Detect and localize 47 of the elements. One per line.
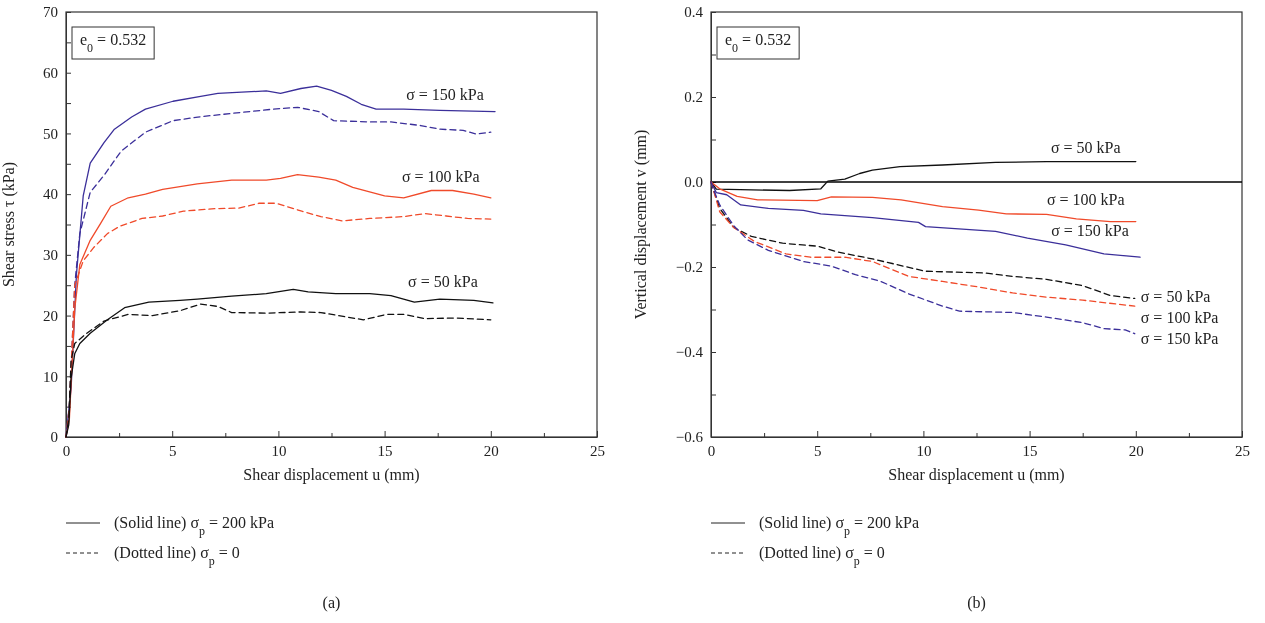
y-tick-label: 0.4 [684, 4, 704, 21]
x-tick-label: 10 [271, 442, 287, 459]
y-tick-label: 50 [43, 125, 58, 142]
x-tick-label: 25 [590, 442, 605, 459]
x-tick-label: 5 [813, 442, 822, 459]
series-label: σ = 100 kPa [401, 167, 480, 185]
y-tick-label: 0 [50, 429, 58, 446]
series-label: σ = 50 kPa [1140, 288, 1211, 306]
x-tick-label: 15 [1022, 442, 1038, 459]
x-tick-label: 0 [62, 442, 71, 459]
series-label: σ = 50 kPa [408, 272, 478, 290]
series-label: σ = 100 kPa [1046, 191, 1125, 209]
series-label: σ = 100 kPa [1140, 309, 1219, 327]
x-tick-label: 0 [707, 442, 716, 459]
text: (Dotted line) σ$_{p}$ = 0 [114, 544, 240, 568]
series-label: σ = 150 kPa [1051, 221, 1129, 239]
y-tick-label: 10 [43, 368, 58, 385]
text: (b) [967, 594, 986, 612]
text: (Dotted line) σ$_{p}$ = 0 [759, 544, 885, 568]
series-label: σ = 150 kPa [406, 86, 484, 104]
y-tick-label: 70 [43, 4, 58, 21]
annotation: e$_{0}$ = 0.532 [80, 31, 147, 55]
y-tick-label: 40 [43, 186, 58, 203]
series-label: σ = 150 kPa [1140, 330, 1219, 348]
y-axis-title: Vertical displacement v (mm) [632, 129, 650, 320]
x-tick-label: 25 [1235, 442, 1250, 459]
x-axis-title: Shear displacement u (mm) [243, 466, 420, 484]
y-tick-label: 60 [43, 65, 58, 82]
x-tick-label: 5 [168, 442, 177, 459]
x-tick-label: 20 [483, 442, 499, 459]
y-tick-label: 20 [43, 307, 58, 324]
series-label: σ = 50 kPa [1050, 138, 1121, 156]
text: (Solid line) σ$_{p}$ = 200 kPa [114, 514, 275, 538]
y-tick-label: 0.0 [684, 174, 703, 191]
y-tick-label: 0.2 [684, 89, 703, 106]
y-tick-label: −0.2 [675, 259, 703, 276]
text: (a) [322, 594, 341, 612]
annotation: e$_{0}$ = 0.532 [725, 31, 792, 55]
y-tick-label: 30 [43, 247, 58, 264]
y-axis-title: Shear stress τ (kPa) [0, 161, 18, 288]
y-tick-label: −0.4 [675, 344, 704, 361]
x-tick-label: 20 [1128, 442, 1144, 459]
x-tick-label: 10 [916, 442, 932, 459]
text: (Solid line) σ$_{p}$ = 200 kPa [759, 514, 920, 538]
x-axis-title: Shear displacement u (mm) [888, 466, 1065, 484]
x-tick-label: 15 [377, 442, 393, 459]
y-tick-label: −0.6 [675, 429, 704, 446]
